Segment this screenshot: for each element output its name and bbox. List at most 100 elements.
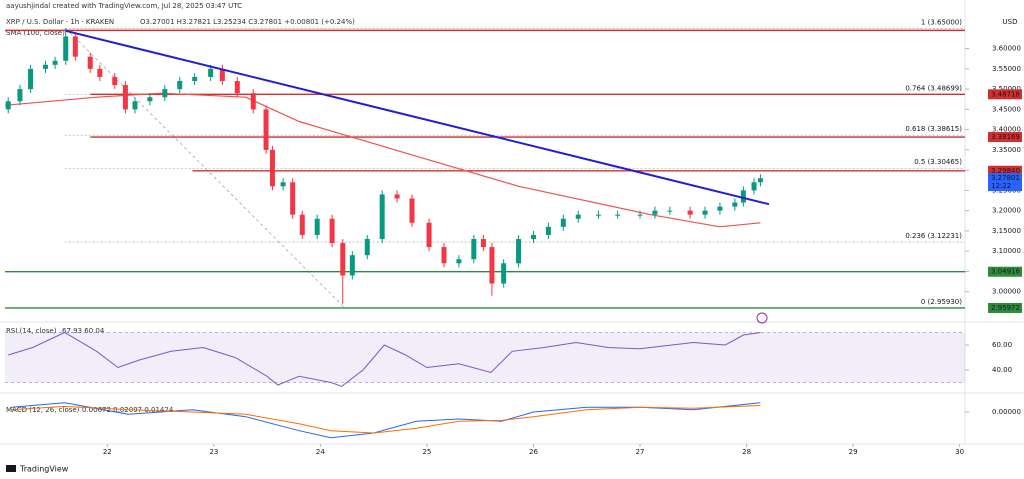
brand: TradingView: [19, 465, 69, 474]
y-tick-label: 3.00000: [992, 288, 1021, 296]
candle-body: [17, 89, 23, 102]
y-tick-label: 0.00000: [992, 408, 1021, 416]
candle-body: [652, 210, 658, 215]
candle-body: [132, 101, 138, 110]
x-tick-label: 23: [209, 448, 218, 456]
candle-body: [299, 214, 305, 235]
candle-body: [219, 68, 225, 82]
macd-title: MACD (12, 26, close): [6, 406, 80, 414]
candle-body: [147, 97, 153, 102]
last-price-tag: [988, 173, 1022, 192]
chart-title: XRP / U.S. Dollar · 1h · KRAKEN: [6, 18, 114, 26]
candle-body: [480, 238, 486, 248]
candle-body: [394, 194, 400, 199]
candle-body: [314, 218, 320, 235]
candle-body: [441, 247, 447, 264]
trendline: [65, 29, 770, 206]
candle-body: [72, 36, 78, 57]
candle-body: [340, 243, 346, 276]
candle-body: [87, 56, 93, 69]
candle-body: [122, 85, 128, 110]
candle-body: [717, 206, 723, 211]
y-tick-label: 60.00: [992, 341, 1012, 349]
candle-body: [409, 198, 415, 223]
rsi-title: RSI (14, close): [6, 327, 57, 335]
countdown: 12:22: [991, 182, 1011, 190]
sma-legend: SMA (100, close): [6, 29, 65, 37]
x-tick-label: 25: [422, 448, 431, 456]
candle-body: [177, 81, 183, 90]
candle-body: [290, 182, 296, 215]
candle-body: [456, 259, 462, 264]
level-tag-label: 3.38169: [991, 133, 1020, 141]
candle-body: [97, 68, 103, 77]
series-line: [11, 402, 761, 439]
candle-body: [560, 218, 566, 227]
candle-body: [637, 214, 643, 216]
candle-body: [192, 76, 198, 82]
fib-label: 0.764 (3.48699): [905, 84, 962, 92]
candle-body: [575, 214, 581, 219]
candle-body: [379, 194, 385, 239]
candle-body: [250, 93, 256, 110]
level-tag: [988, 302, 1022, 313]
ohlc-readout: O3.27001 H3.27821 L3.25234 C3.27801 +0.0…: [140, 18, 355, 26]
brand-logo: [6, 465, 16, 472]
candle-body: [234, 81, 240, 94]
fib-label: 0.618 (3.38615): [905, 125, 962, 133]
candle-body: [426, 222, 432, 248]
y-tick-label: 40.00: [992, 366, 1012, 374]
candle-body: [501, 263, 507, 284]
x-tick-label: 26: [529, 448, 538, 456]
y-tick-label: 3.20000: [992, 207, 1021, 215]
fib-label: 0.236 (3.12231): [905, 232, 962, 240]
alert-icon: [756, 312, 768, 324]
fib-label: 0 (2.95930): [921, 298, 962, 306]
candle-body: [751, 182, 757, 191]
caption: aayushjindal created with TradingView.co…: [6, 2, 242, 10]
candle-body: [329, 218, 335, 244]
series-line: [11, 405, 761, 434]
y-tick-label: 3.15000: [992, 227, 1021, 235]
y-tick-label: 3.55000: [992, 65, 1021, 73]
x-tick-label: 24: [316, 448, 325, 456]
candle-body: [489, 247, 495, 284]
level-tag: [988, 165, 1022, 176]
candle-body: [5, 101, 11, 110]
x-tick-label: 30: [955, 448, 964, 456]
level-tag: [988, 132, 1022, 143]
y-tick-label: 3.60000: [992, 45, 1021, 53]
x-tick-label: 22: [103, 448, 112, 456]
rsi-band: [5, 332, 965, 383]
candle-body: [702, 210, 708, 215]
currency: USD: [1003, 18, 1018, 26]
candle-body: [757, 178, 763, 183]
candle-body: [269, 149, 275, 187]
candle-body: [615, 214, 621, 216]
x-tick-label: 27: [636, 448, 645, 456]
fib-label: 1 (3.65000): [921, 18, 962, 26]
y-tick-label: 3.50000: [992, 85, 1021, 93]
candle-body: [516, 238, 522, 264]
candle-body: [687, 210, 693, 215]
level-tag-label: 3.29840: [991, 167, 1020, 175]
last-price-label: 3.27801: [991, 174, 1020, 182]
candle-body: [280, 182, 286, 187]
series-line: [8, 331, 761, 387]
candle-body: [740, 190, 746, 203]
candle-body: [28, 68, 34, 90]
candle-body: [42, 64, 48, 69]
level-tag: [988, 266, 1022, 277]
x-tick-label: 28: [742, 448, 751, 456]
candle-body: [530, 234, 536, 239]
level-tag: [988, 89, 1022, 100]
candle-body: [63, 36, 69, 61]
candle-body: [52, 60, 58, 65]
candle-body: [263, 109, 269, 150]
level-tag-label: 3.04916: [991, 268, 1020, 276]
candle-body: [595, 214, 601, 216]
y-tick-label: 3.35000: [992, 146, 1021, 154]
